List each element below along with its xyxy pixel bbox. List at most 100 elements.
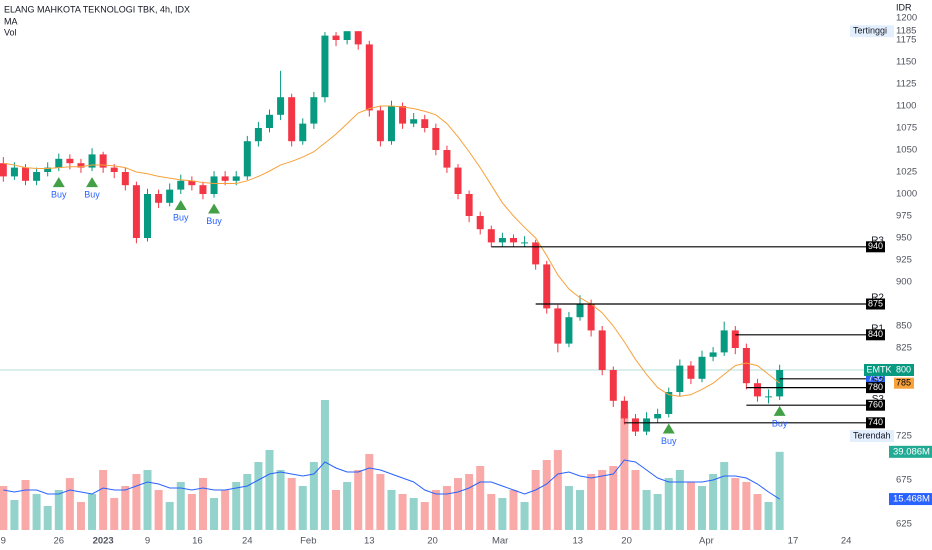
volume-bar xyxy=(198,478,207,530)
volume-bar xyxy=(609,466,618,530)
volume-bar xyxy=(631,470,640,530)
x-tick-label: 20 xyxy=(427,536,438,547)
candle-body xyxy=(587,304,595,331)
candle-body xyxy=(598,330,606,370)
candle-body xyxy=(631,418,639,432)
signal-label: Buy xyxy=(772,418,788,428)
x-tick-label: 17 xyxy=(788,536,799,547)
x-tick-label: 9 xyxy=(145,536,150,547)
candle-body xyxy=(410,119,418,124)
y-tick-label: 925 xyxy=(896,255,912,266)
volume-bar xyxy=(420,502,429,530)
volume-bar xyxy=(187,494,196,530)
volume-bar xyxy=(764,502,773,530)
volume-bar xyxy=(54,490,63,530)
candle-body xyxy=(277,97,285,115)
volume-bar xyxy=(642,490,651,530)
candle-body xyxy=(132,185,140,238)
level-tag xyxy=(866,373,885,385)
level-tag xyxy=(866,399,885,411)
candle-body xyxy=(532,242,540,265)
buy-signal xyxy=(174,200,187,210)
volume-bar xyxy=(309,462,318,530)
y-tick-label: 1175 xyxy=(896,35,916,46)
candle-body xyxy=(521,242,529,244)
candle-body xyxy=(421,119,429,128)
candle-body xyxy=(465,194,473,216)
buy-signal xyxy=(86,177,99,188)
volume-bar xyxy=(698,486,707,530)
volume-bar xyxy=(465,474,474,530)
y-tick-label: 850 xyxy=(896,321,912,332)
candle-body xyxy=(299,123,307,142)
volume-bar xyxy=(775,451,784,530)
candle-body xyxy=(376,110,384,142)
volume-bar xyxy=(88,494,97,530)
volume-bar xyxy=(221,490,230,530)
volume-bar xyxy=(110,498,119,530)
candle-body xyxy=(66,158,74,164)
y-tick-label: 950 xyxy=(896,233,912,244)
candle-body xyxy=(210,176,218,194)
candle-body xyxy=(554,308,562,344)
candle-body xyxy=(720,330,728,353)
y-tick-label: 1050 xyxy=(896,145,917,156)
volume-ma-tag xyxy=(889,493,932,506)
level-value: 875 xyxy=(868,298,883,308)
signal-label: Buy xyxy=(661,436,677,446)
volume-bar xyxy=(531,470,540,530)
signal-label: Buy xyxy=(51,189,67,199)
volume-bar xyxy=(720,462,729,530)
ma-tag xyxy=(894,377,914,389)
x-tick-label: 20 xyxy=(621,536,632,547)
candle-body xyxy=(288,97,296,142)
level-name: R3 xyxy=(871,235,884,246)
volume-bar xyxy=(753,494,762,530)
x-tick-label: Mar xyxy=(492,536,508,547)
volume-bar xyxy=(387,490,396,530)
x-tick-label: Feb xyxy=(300,536,316,547)
x-tick-label: Apr xyxy=(699,536,714,547)
candle-body xyxy=(254,128,262,142)
candle-body xyxy=(620,400,628,419)
candle-body xyxy=(88,154,96,168)
volume-bar xyxy=(99,470,108,530)
candle-body xyxy=(399,106,407,124)
extreme-value: 725 xyxy=(896,431,912,442)
candle-body xyxy=(155,194,163,203)
buy-signal xyxy=(662,423,675,434)
y-tick-label: 1100 xyxy=(896,101,916,112)
candle-body xyxy=(698,356,706,379)
candle-body xyxy=(232,176,240,181)
candle-body xyxy=(265,114,273,128)
candle-body xyxy=(765,396,773,398)
y-tick-label: 675 xyxy=(896,475,912,486)
candle-body xyxy=(432,128,440,150)
level-tag xyxy=(866,382,885,394)
candle-body xyxy=(10,167,18,177)
level-value: 840 xyxy=(868,329,883,339)
volume-bar xyxy=(354,470,363,530)
volume-bar xyxy=(287,478,296,530)
x-tick-label: 24 xyxy=(841,536,852,547)
volume-bar xyxy=(553,450,562,530)
candle-body xyxy=(188,180,196,186)
volume-bar xyxy=(409,498,418,530)
chart-title: ELANG MAHKOTA TEKNOLOGI TBK, 4h, IDX xyxy=(4,4,190,14)
volume-bar xyxy=(65,478,74,530)
level-name: R2 xyxy=(871,293,884,304)
y-tick-label: 1075 xyxy=(896,123,917,134)
candle-body xyxy=(321,35,329,98)
candle-body xyxy=(177,180,185,190)
candle-body xyxy=(731,330,739,348)
y-tick-label: 975 xyxy=(896,211,912,222)
level-name: R1 xyxy=(871,323,884,334)
volume-bar xyxy=(21,480,30,530)
volume-bar xyxy=(376,474,385,530)
candle-body xyxy=(144,194,151,238)
candle-body xyxy=(77,163,85,168)
candle-body xyxy=(454,167,462,194)
candle-body xyxy=(543,264,551,309)
volume-bar xyxy=(176,482,185,530)
